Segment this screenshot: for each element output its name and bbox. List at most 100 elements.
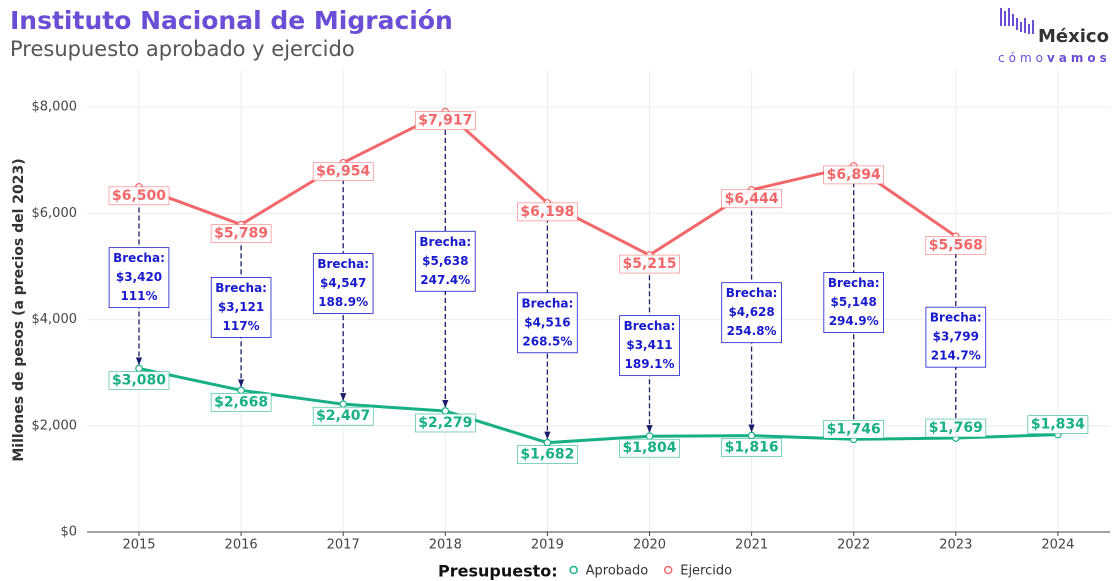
data-label: $5,215	[619, 254, 680, 274]
data-label-box	[210, 224, 272, 243]
series-line	[138, 366, 1058, 445]
legend-label: Aprobado	[586, 564, 649, 579]
series-point	[441, 407, 450, 415]
data-label-box	[925, 418, 987, 438]
gap-value: $4,547	[320, 276, 366, 290]
data-label-text: $6,444	[725, 191, 779, 207]
data-label-text: $6,500	[112, 188, 166, 204]
data-label-text: $1,746	[827, 421, 881, 437]
logo-text: México	[1038, 26, 1109, 47]
legend-swatch	[663, 565, 673, 575]
gap-annotation: Brecha: $4,516 268.5%	[517, 292, 578, 354]
data-label: $1,816	[721, 438, 782, 457]
data-label-text: $5,568	[929, 237, 983, 253]
gap-annotation: Brecha: $5,638 247.4%	[415, 230, 476, 292]
data-label-box	[823, 165, 885, 185]
y-tick-label: $4,000	[32, 312, 78, 327]
series-point	[135, 364, 143, 373]
data-label-text: $1,769	[929, 420, 983, 436]
data-label-box	[619, 254, 680, 274]
data-label-box	[210, 393, 272, 412]
gap-title: Brecha:	[317, 257, 369, 271]
series-point	[339, 400, 348, 408]
y-tick-label: $0	[60, 525, 77, 540]
data-label-box	[721, 189, 782, 209]
gap-title: Brecha:	[215, 281, 267, 295]
data-label-text: $1,816	[725, 440, 779, 456]
data-label: $5,568	[925, 236, 987, 255]
logo-text: cómovamos	[998, 51, 1111, 65]
gap-percent: 111%	[120, 289, 157, 303]
data-label: $1,746	[823, 419, 885, 439]
gap-value: $3,121	[218, 300, 264, 314]
data-label-text: $2,668	[214, 394, 268, 410]
x-tick-label: 2016	[225, 538, 258, 553]
data-label-text: $5,789	[214, 226, 268, 242]
series-point	[747, 431, 756, 440]
gap-title: Brecha:	[828, 276, 880, 290]
gap-title: Brecha:	[624, 319, 676, 333]
data-label: $1,834	[1027, 415, 1089, 434]
logo: México cómovamos	[998, 8, 1111, 65]
gap-value: $3,420	[116, 270, 162, 284]
data-label: $7,917	[414, 111, 476, 130]
gap-percent: 294.9%	[829, 314, 879, 328]
gap-boxes: Brecha: $3,420 111% Brecha: $3,121 117% Brecha…	[108, 230, 987, 377]
gap-box	[721, 282, 782, 344]
x-tick-label: 2021	[735, 538, 768, 553]
data-label: $1,769	[925, 418, 987, 438]
data-label-box	[414, 111, 476, 130]
data-label-text: $3,080	[112, 372, 166, 388]
data-label-text: $6,954	[316, 164, 370, 180]
x-tick-label: 2022	[837, 538, 870, 553]
data-label-box	[619, 438, 680, 458]
gap-percent: 247.4%	[420, 273, 470, 287]
gap-title: Brecha:	[419, 235, 471, 249]
gap-percent: 188.9%	[318, 295, 368, 309]
data-label: $2,279	[414, 413, 476, 433]
data-label-text: $1,834	[1031, 417, 1085, 433]
data-label-text: $7,917	[418, 113, 472, 129]
legend-swatch	[569, 565, 578, 575]
gap-title: Brecha:	[726, 286, 778, 300]
data-label: $6,894	[823, 165, 885, 185]
x-tick-label: 2019	[531, 538, 564, 553]
data-label-box	[312, 406, 374, 426]
gap-box	[925, 306, 987, 368]
gap-box	[210, 277, 272, 338]
data-label-box	[108, 186, 170, 206]
gap-value: $4,516	[524, 315, 570, 329]
data-label-box	[517, 445, 578, 464]
data-label-box	[925, 236, 987, 255]
legend-label: Ejercido	[680, 564, 732, 579]
gap-value: $3,799	[933, 330, 979, 344]
x-tick-label: 2023	[939, 538, 972, 553]
legend-title: Presupuesto:	[438, 562, 558, 581]
gap-value: $5,148	[831, 295, 877, 309]
data-label: $2,668	[210, 393, 272, 412]
gap-annotation: Brecha: $4,547 188.9%	[312, 253, 374, 314]
gap-box	[312, 253, 374, 314]
y-axis-label: Millones de pesos (a precios del 2023)	[11, 158, 27, 461]
gap-box	[823, 272, 884, 333]
data-label: $3,080	[108, 371, 170, 390]
series-point	[543, 438, 552, 447]
gap-value: $3,411	[626, 338, 672, 352]
data-label: $1,804	[619, 438, 680, 458]
data-label-box	[1027, 415, 1089, 434]
data-label: $6,444	[721, 189, 782, 209]
series-point	[237, 386, 245, 395]
data-label-text: $5,215	[622, 256, 676, 272]
gap-annotation: Brecha: $4,628 254.8%	[721, 282, 782, 344]
y-tick-label: $2,000	[32, 418, 78, 433]
gap-percent: 117%	[223, 319, 260, 333]
x-tick-label: 2020	[633, 538, 666, 553]
data-label: $1,682	[517, 445, 578, 464]
gap-box	[517, 292, 578, 354]
chart-subtitle: Presupuesto aprobado y ejercido	[10, 37, 355, 61]
y-tick-label: $6,000	[32, 206, 78, 221]
gap-box	[108, 247, 170, 309]
data-label: $6,954	[312, 162, 374, 182]
data-label-text: $6,198	[520, 204, 574, 220]
chart-title: Instituto Nacional de Migración	[10, 6, 453, 35]
